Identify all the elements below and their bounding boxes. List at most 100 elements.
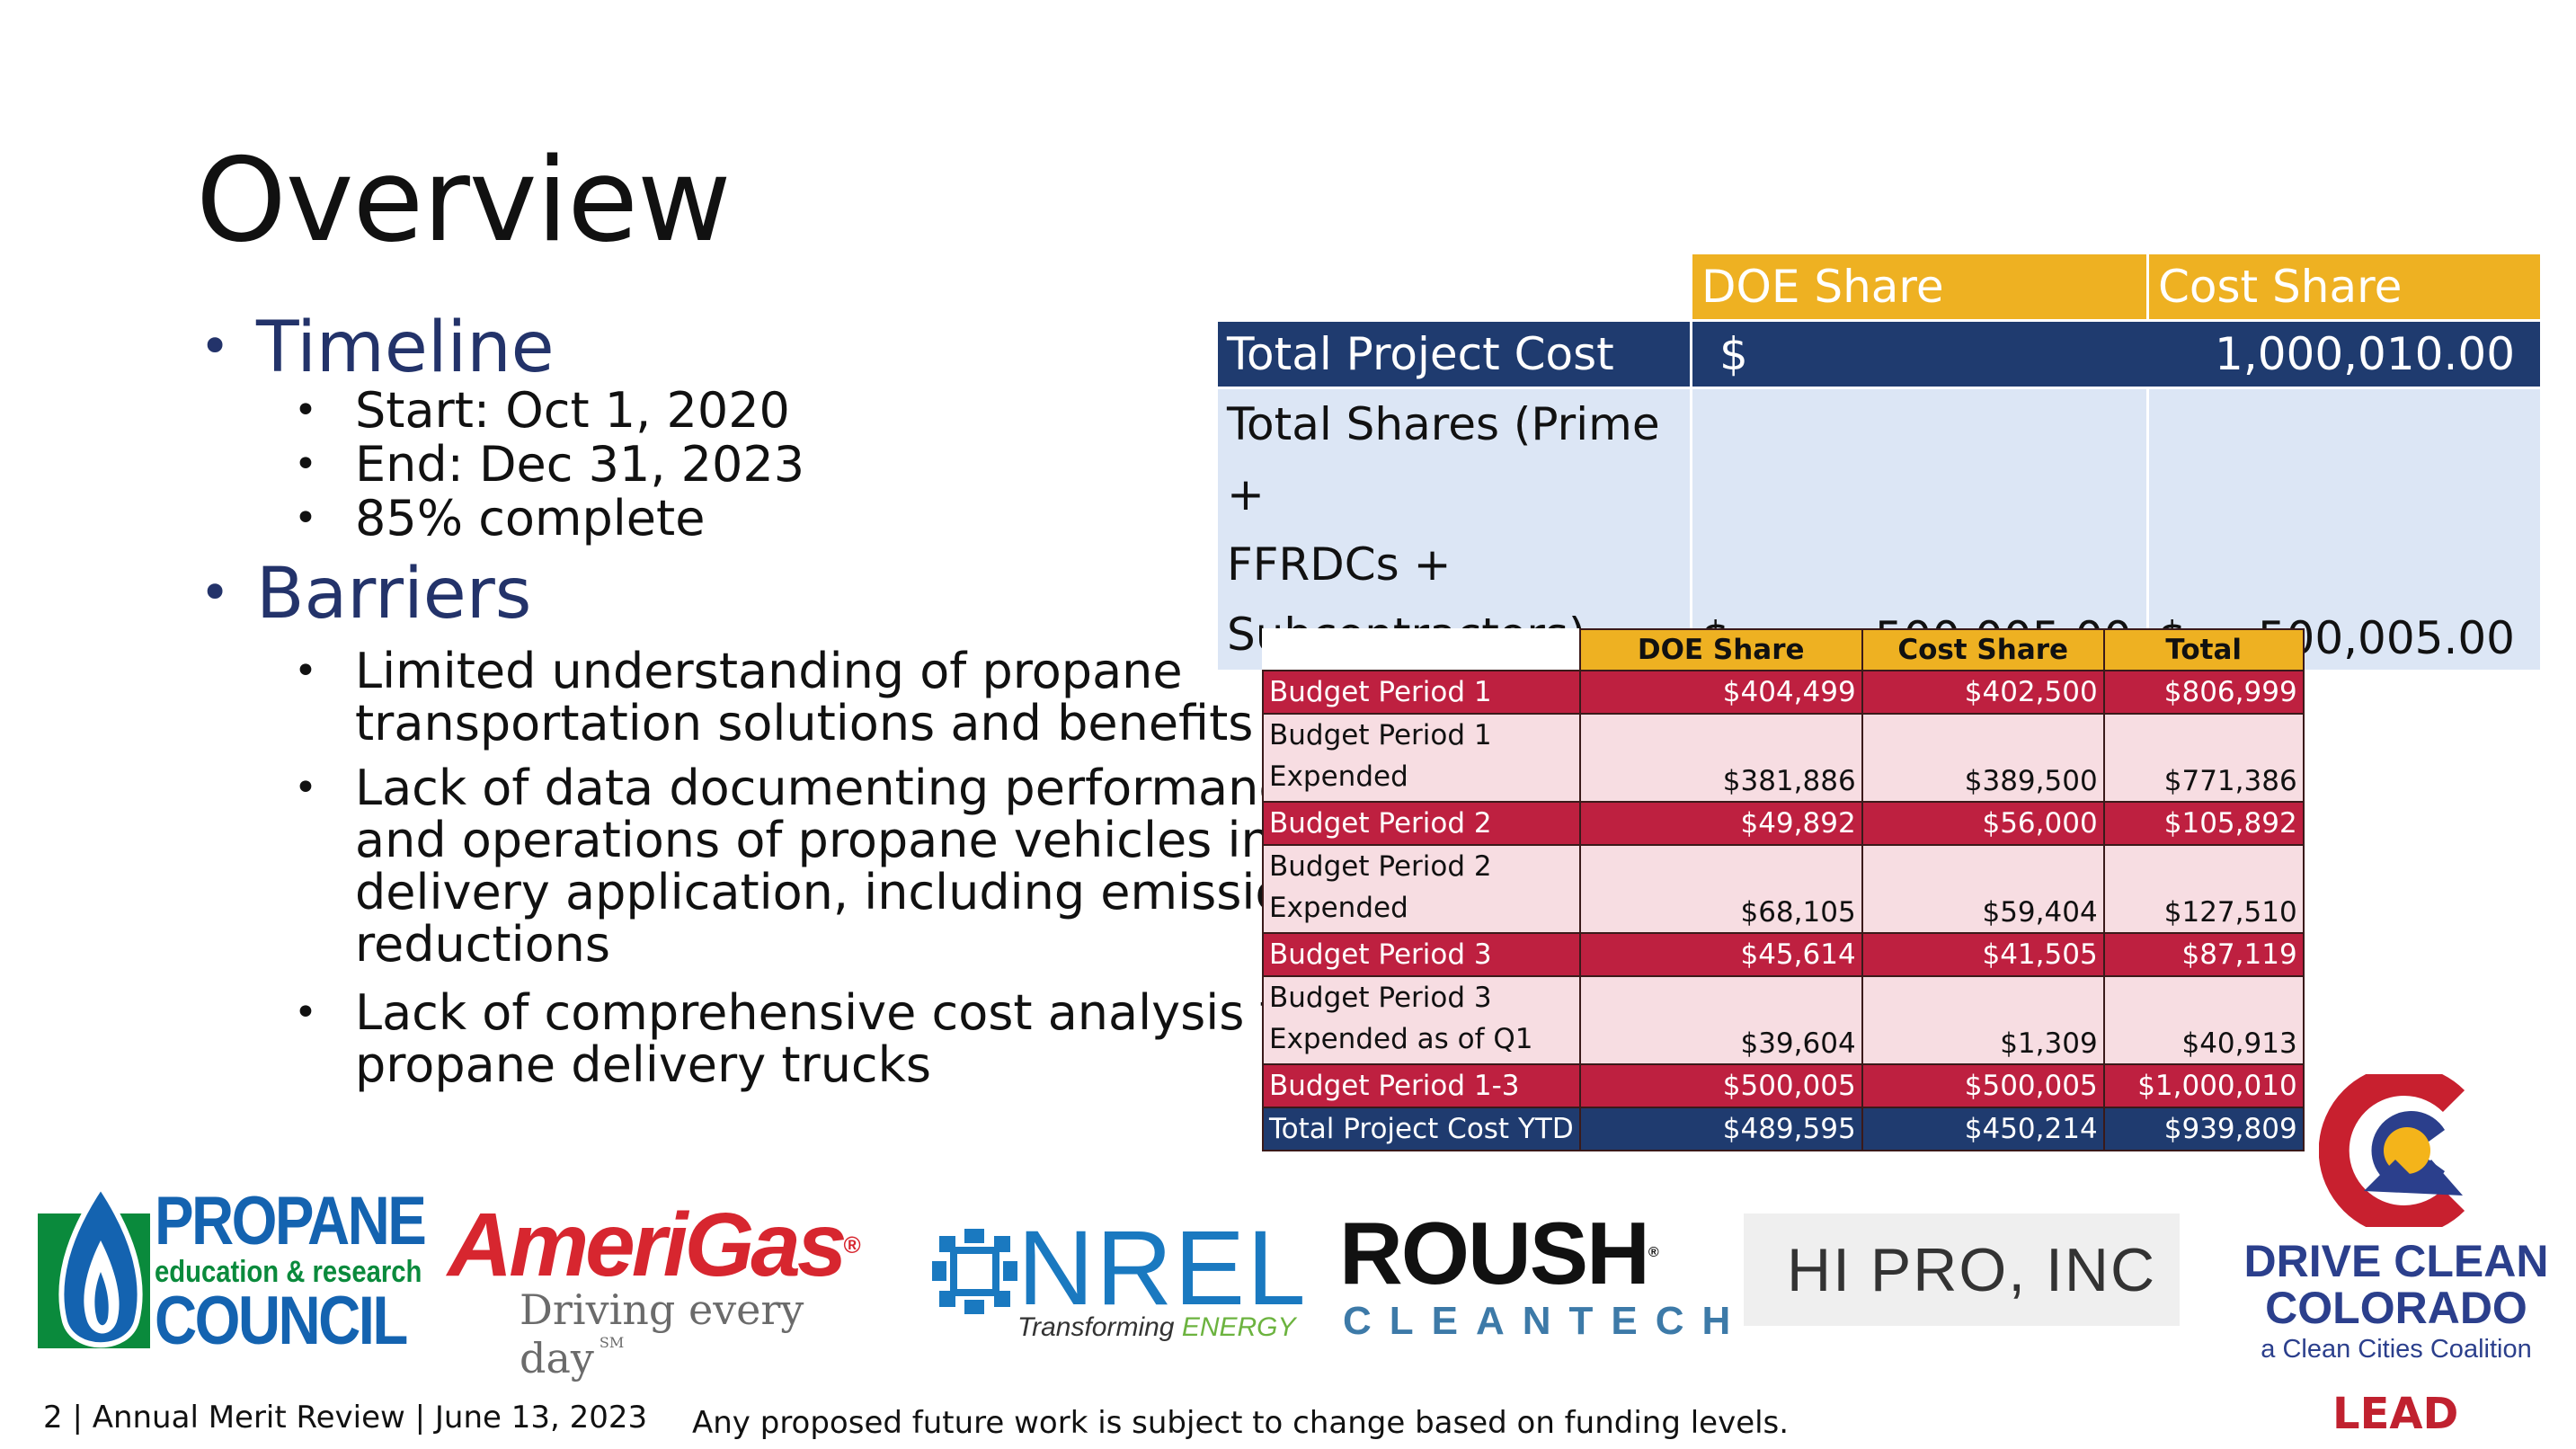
timeline-item: • End: Dec 31, 2023 [294,439,804,491]
drive-clean-colorado-logo: DRIVE CLEAN COLORADO a Clean Cities Coal… [2220,1074,2562,1380]
barrier-line: transportation solutions and benefits [355,695,1254,751]
timeline-progress: 85% complete [355,490,706,547]
bullet-icon: • [294,495,317,541]
registered-mark: ® [1648,1245,1659,1260]
propane-flame-icon [38,1187,150,1348]
nrel-tagline-energy: ENERGY [1181,1312,1296,1342]
barrier-item: • Limited understanding of propane trans… [294,645,1254,751]
amerigas-tagline: Driving every day [520,1285,804,1382]
row-label-line: Budget Period 1-3 [1269,1070,1520,1102]
table-row: Budget Period 3 Expended as of Q1 $39,604 $… [1262,975,2305,1065]
row-label: Total Project Cost YTD [1262,1107,1581,1151]
table-row: Budget Period 2 Expended $68,105 $59,404 $12… [1262,844,2305,934]
doe-share-value: $45,614 [1578,932,1863,977]
footer-slide-info: 2 | Annual Merit Review | June 13, 2023 [43,1400,648,1436]
column-header: DOE Share [1578,628,1863,671]
table-row: Budget Period 3 $45,614 $41,505 $87,119 [1262,932,2305,977]
budget-period-table: DOE Share Cost Share Total Budget Period… [1262,628,2305,1151]
table-row: Budget Period 2 $49,892 $56,000 $105,892 [1262,801,2305,846]
nrel-sun-icon [932,1229,1017,1314]
timeline-start: Start: Oct 1, 2020 [355,382,790,439]
row-label: Budget Period 1-3 [1262,1063,1581,1108]
row-label-line: Budget Period 2 [1269,850,1492,883]
doe-share-value: $68,105 [1578,844,1863,934]
total-value: $1,000,010 [2102,1063,2305,1108]
cost-share-value: $389,500 [1861,713,2105,803]
doe-share-value: $39,604 [1578,975,1863,1065]
barriers-heading: • Barriers [200,559,531,629]
table-corner [1215,252,1692,322]
cost-share-cell: $ 500,005.00 [2146,387,2543,672]
doe-share-value: $500,005 [1578,1063,1863,1108]
row-label: Budget Period 2 [1262,801,1581,846]
hipro-logo: HI PRO, INC [1744,1213,2180,1326]
page-title: Overview [196,134,732,268]
amerigas-wordmark: AmeriGas [448,1195,847,1295]
registered-mark: ® [843,1231,861,1258]
timeline-item: • Start: Oct 1, 2020 [294,382,790,439]
row-label-line: Budget Period 3 [1269,982,1492,1014]
cost-share-value: $402,500 [1861,670,2105,715]
dcc-title-line: DRIVE CLEAN [2243,1236,2549,1286]
nrel-logo: NREL Transforming ENERGY [928,1215,1306,1350]
roush-cleantech-logo: ROUSH® CLEANTECH [1339,1209,1744,1348]
row-label: Budget Period 1 Expended [1262,713,1581,803]
timeline-heading: • Timeline [200,313,555,383]
barrier-line: delivery application, including emission… [355,864,1341,920]
propane-logo-text: education & research [155,1255,422,1289]
cost-share-value: $59,404 [1861,844,2105,934]
footer-disclaimer: Any proposed future work is subject to c… [692,1405,1790,1441]
row-label-line: Total Shares (Prime + [1227,398,1660,520]
row-label: Budget Period 3 [1262,932,1581,977]
colorado-c-icon [2319,1074,2465,1227]
column-header: Cost Share [2146,252,2543,322]
barrier-line: propane delivery trucks [355,1036,932,1093]
lead-label: LEAD [2332,1389,2459,1439]
roush-cleantech-text: CLEANTECH [1343,1299,1749,1343]
bullet-icon: • [294,648,317,694]
barrier-line: Lack of data documenting performance [355,760,1316,816]
cost-share-value: $1,309 [1861,975,2105,1065]
nrel-tagline: Transforming [1017,1312,1182,1342]
propane-council-logo: PROPANE education & research COUNCIL [38,1187,427,1357]
barriers-heading-text: Barriers [256,554,532,635]
doe-share-value: $489,595 [1578,1107,1863,1151]
cost-share-value: $56,000 [1861,801,2105,846]
row-label-line: FFRDCs + [1227,538,1452,591]
cost-share-value: $41,505 [1861,932,2105,977]
timeline-item: • 85% complete [294,490,706,547]
row-label-line: Expended as of Q1 [1269,1023,1533,1055]
dcc-title-line: COLORADO [2265,1283,2527,1333]
cost-share-value: $500,005 [1861,1063,2105,1108]
total-value: $127,510 [2102,844,2305,934]
total-value: $939,809 [2102,1107,2305,1151]
table-corner [1262,628,1581,671]
total-value: $87,119 [2102,932,2305,977]
total-value: $105,892 [2102,801,2305,846]
total-project-cost-value: 1,000,010.00 [2215,328,2515,380]
row-label-line: Expended [1269,892,1408,924]
column-header: Total [2102,628,2305,671]
barrier-line: reductions [355,916,611,973]
bullet-icon: • [294,765,317,811]
total-value: $771,386 [2102,713,2305,803]
row-label-line: Budget Period 2 [1269,807,1492,840]
timeline-heading-text: Timeline [256,307,555,388]
barrier-item: • Lack of comprehensive cost analysis fo… [294,987,1327,1093]
bullet-icon: • [200,316,231,377]
bullet-icon: • [294,441,317,487]
cost-share-table: DOE Share Cost Share Total Project Cost … [1215,252,2543,672]
row-label: Budget Period 1 [1262,670,1581,715]
doe-share-cell: $ 500,005.00 [1690,387,2149,672]
bullet-icon: • [294,990,317,1036]
doe-share-value: $404,499 [1578,670,1863,715]
dcc-subtitle: a Clean Cities Coalition [2261,1335,2532,1364]
service-mark: SM [599,1334,625,1351]
propane-logo-text: PROPANE [155,1183,427,1259]
row-label-line: Expended [1269,760,1408,793]
hipro-wordmark: HI PRO, INC [1787,1236,2157,1304]
bullet-icon: • [200,562,231,623]
row-label: Budget Period 3 Expended as of Q1 [1262,975,1581,1065]
currency-symbol: $ [1719,328,1748,380]
row-label-line: Total Project Cost YTD [1269,1113,1574,1145]
